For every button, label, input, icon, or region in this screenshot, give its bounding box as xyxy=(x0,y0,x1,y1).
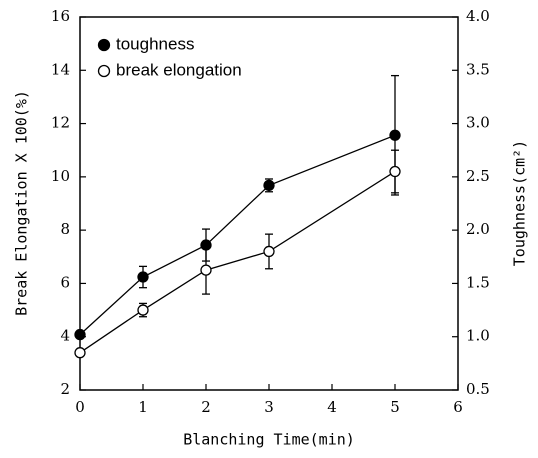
data-point xyxy=(263,179,275,192)
y2-tick-label: 1.0 xyxy=(466,327,490,345)
x-tick-label: 1 xyxy=(138,398,148,416)
data-point xyxy=(137,304,149,316)
y2-tick-label: 0.5 xyxy=(466,380,490,398)
y2-tick-label: 1.5 xyxy=(466,273,490,291)
data-point xyxy=(389,165,401,178)
y2-tick-label: 3.0 xyxy=(466,114,490,132)
y-tick-label: 10 xyxy=(51,167,70,185)
data-point xyxy=(137,271,149,283)
legend-label: toughness xyxy=(116,34,194,53)
data-point xyxy=(263,245,275,258)
data-point xyxy=(200,264,212,276)
x-tick-label: 6 xyxy=(453,398,463,416)
x-tick-label: 3 xyxy=(264,398,274,416)
y2-tick-label: 3.5 xyxy=(466,60,490,78)
series-line xyxy=(79,134,396,336)
legend-marker xyxy=(97,38,111,52)
y-tick-label: 16 xyxy=(51,7,70,25)
y-tick-label: 6 xyxy=(60,273,70,291)
series-line xyxy=(79,170,396,354)
y2-tick-label: 2.0 xyxy=(466,220,490,238)
x-tick-label: 2 xyxy=(201,398,211,416)
y2-tick-label: 4.0 xyxy=(466,7,490,25)
y-tick-label: 14 xyxy=(51,60,70,78)
y-tick-label: 12 xyxy=(51,114,70,132)
data-point xyxy=(389,129,401,141)
legend-label: break elongation xyxy=(116,60,242,79)
x-tick-label: 4 xyxy=(327,398,337,416)
y-axis-label: Break Elongation X 100(%) xyxy=(13,90,31,316)
y2-tick-label: 2.5 xyxy=(466,167,490,185)
y-tick-label: 8 xyxy=(60,220,70,238)
y-tick-label: 4 xyxy=(60,327,70,345)
x-axis-label: Blanching Time(min) xyxy=(183,431,355,449)
y2-axis-label: Toughness(cm²) xyxy=(511,140,529,266)
x-tick-label: 5 xyxy=(390,398,400,416)
x-tick-label: 0 xyxy=(75,398,85,416)
data-point xyxy=(74,328,86,341)
legend-marker xyxy=(97,64,111,78)
y-tick-label: 2 xyxy=(60,380,70,398)
data-point xyxy=(74,347,86,359)
